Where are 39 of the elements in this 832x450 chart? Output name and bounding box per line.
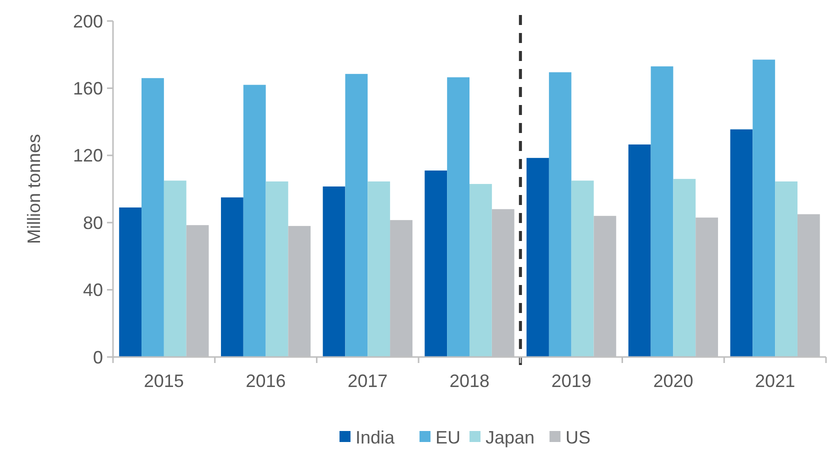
bar xyxy=(164,180,186,357)
bar xyxy=(424,170,448,357)
y-tick-label: 80 xyxy=(82,212,103,233)
bar xyxy=(243,84,266,357)
bar xyxy=(119,207,142,357)
bar xyxy=(447,77,470,357)
x-tick-label: 2018 xyxy=(449,371,490,391)
x-tick-label: 2021 xyxy=(755,371,796,391)
bar xyxy=(775,181,798,357)
bar xyxy=(752,60,776,357)
bar xyxy=(345,74,368,357)
y-tick-label: 160 xyxy=(72,78,103,98)
legend-label: India xyxy=(356,427,396,448)
legend-label: US xyxy=(566,427,591,448)
bar xyxy=(266,181,288,357)
y-tick-label: 0 xyxy=(92,347,103,368)
bar xyxy=(368,181,390,357)
legend-label: Japan xyxy=(486,427,535,448)
bar xyxy=(142,78,164,357)
bar xyxy=(730,129,753,357)
x-tick-label: 2020 xyxy=(653,371,694,391)
bar xyxy=(470,184,492,357)
x-tick-label: 2017 xyxy=(348,371,388,391)
legend-label: EU xyxy=(436,427,461,448)
y-axis-title: Million tonnes xyxy=(24,134,44,244)
x-tick-label: 2015 xyxy=(144,371,184,391)
bar xyxy=(526,158,549,357)
bar xyxy=(650,66,674,357)
bar xyxy=(548,72,572,357)
bar xyxy=(571,180,594,357)
y-tick-label: 40 xyxy=(82,280,103,300)
bar xyxy=(220,197,244,357)
bar xyxy=(322,186,346,357)
y-tick-label: 120 xyxy=(72,146,103,166)
bar xyxy=(628,144,651,357)
x-tick-label: 2016 xyxy=(246,371,286,391)
bar xyxy=(673,178,696,357)
y-tick-label: 200 xyxy=(72,11,103,32)
x-tick-label: 2019 xyxy=(551,371,592,391)
